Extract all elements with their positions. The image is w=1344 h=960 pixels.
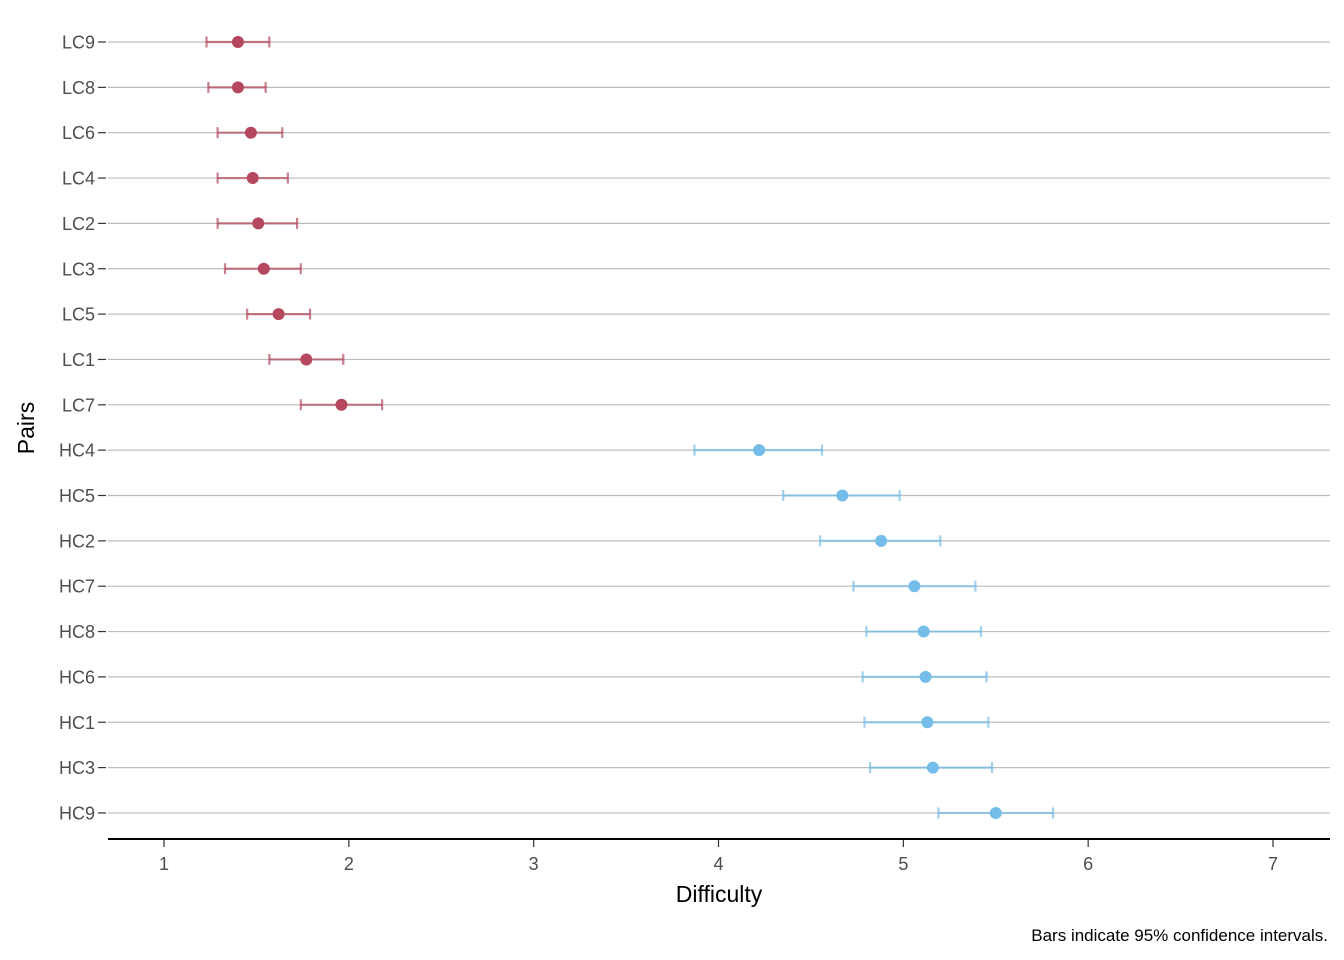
point-lc6	[244, 126, 257, 139]
chart-caption: Bars indicate 95% confidence intervals.	[1031, 926, 1328, 945]
y-tick-label-hc5: HC5	[59, 486, 95, 506]
point-hc6	[919, 670, 932, 683]
y-axis-title: Pairs	[13, 402, 39, 454]
x-tick-label-7: 7	[1268, 854, 1278, 874]
y-tick-label-hc6: HC6	[59, 667, 95, 687]
y-tick-label-lc8: LC8	[62, 78, 95, 98]
data-points	[231, 36, 1002, 819]
point-hc1	[921, 716, 934, 729]
y-tick-label-lc5: LC5	[62, 305, 95, 325]
point-hc2	[875, 534, 888, 547]
point-lc7	[335, 398, 348, 411]
y-tick-label-hc4: HC4	[59, 441, 95, 461]
point-lc9	[231, 36, 244, 48]
point-lc2	[252, 217, 265, 230]
point-lc3	[257, 262, 270, 275]
point-hc7	[908, 580, 921, 593]
x-axis-title: Difficulty	[676, 881, 763, 907]
y-tick-label-lc9: LC9	[62, 33, 95, 53]
gridlines	[108, 41, 1330, 814]
y-tick-label-hc2: HC2	[59, 531, 95, 551]
y-tick-label-lc2: LC2	[62, 214, 95, 234]
point-lc8	[231, 81, 244, 94]
point-hc9	[989, 806, 1002, 819]
x-tick-label-5: 5	[898, 854, 908, 874]
point-lc5	[272, 308, 285, 321]
y-tick-label-hc9: HC9	[59, 803, 95, 823]
x-tick-label-6: 6	[1083, 854, 1093, 874]
point-hc4	[753, 444, 766, 457]
x-axis-ticks: 1 2 3 4 5 6 7	[159, 840, 1278, 874]
point-hc3	[926, 761, 939, 774]
point-hc8	[917, 625, 930, 638]
y-tick-label-lc7: LC7	[62, 395, 95, 415]
y-tick-label-lc3: LC3	[62, 259, 95, 279]
y-tick-labels: LC9 LC8 LC6 LC4 LC2 LC3 LC5 LC1 LC7 HC4 HC5 HC2 HC7 H…	[59, 33, 106, 823]
x-tick-label-1: 1	[159, 854, 169, 874]
y-tick-label-hc1: HC1	[59, 713, 95, 733]
error-bars	[205, 36, 1055, 819]
y-tick-label-hc7: HC7	[59, 577, 95, 597]
y-tick-label-hc8: HC8	[59, 622, 95, 642]
x-tick-label-3: 3	[529, 854, 539, 874]
point-lc4	[246, 172, 259, 185]
y-tick-label-lc6: LC6	[62, 123, 95, 143]
x-tick-label-4: 4	[713, 854, 723, 874]
point-lc1	[300, 353, 313, 366]
y-tick-label-lc4: LC4	[62, 169, 95, 189]
x-tick-label-2: 2	[344, 854, 354, 874]
point-hc5	[836, 489, 849, 502]
y-tick-label-lc1: LC1	[62, 350, 95, 370]
y-tick-label-hc3: HC3	[59, 758, 95, 778]
